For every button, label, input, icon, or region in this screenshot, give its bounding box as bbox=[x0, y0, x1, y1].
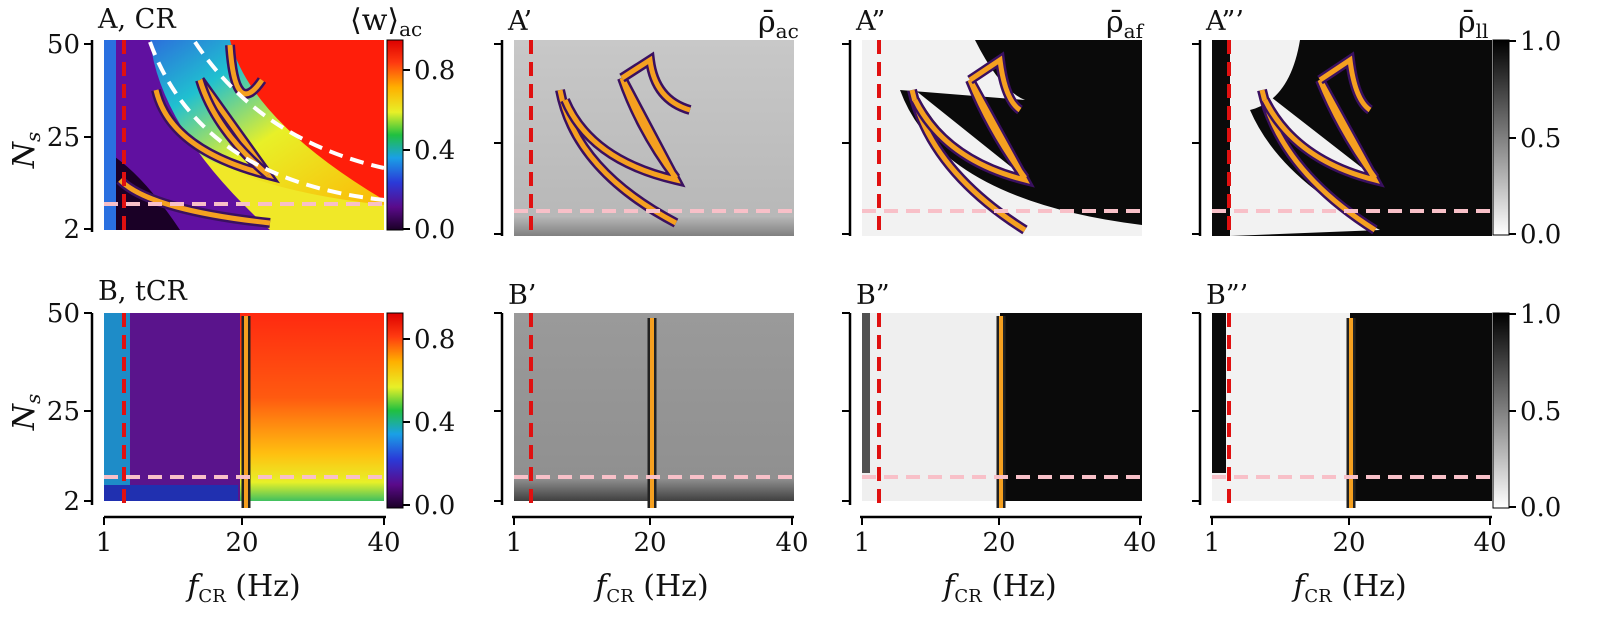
panel-a3-colorbar-bar bbox=[1492, 39, 1510, 236]
panel-b3-colorbar-bar bbox=[1492, 312, 1510, 509]
y-axis-title-b: Ns bbox=[7, 394, 45, 432]
panel-b3-xlabel-40: 40 bbox=[1473, 528, 1506, 558]
panel-a-label: A, CR bbox=[97, 4, 176, 35]
panel-b3-xlabel-1: 1 bbox=[1204, 528, 1221, 558]
panel-b-xlabel-1: 1 bbox=[96, 528, 113, 558]
panel-a2-dark-region bbox=[900, 40, 1142, 225]
cbar-a-label-00: 0.0 bbox=[414, 215, 455, 245]
axes-panel-a3 bbox=[1192, 40, 1202, 236]
panel-a2-label: A” bbox=[855, 6, 885, 37]
panel-a3-contour-2b bbox=[1262, 78, 1380, 184]
cbar-b3-label-00: 0.0 bbox=[1520, 493, 1561, 523]
panel-b-label: B, tCR bbox=[98, 276, 188, 307]
panel-b3-colorbar: 1.0 0.5 0.0 bbox=[1492, 300, 1561, 523]
cbar-b3-label-05: 0.5 bbox=[1520, 397, 1561, 427]
panel-a-ylabel-50: 50 bbox=[47, 30, 80, 60]
panel-a-colorbar: 0.8 0.4 0.0 bbox=[386, 39, 455, 245]
cbar-a3-label-00: 0.0 bbox=[1520, 220, 1561, 250]
panel-b1-xlabel-40: 40 bbox=[775, 528, 808, 558]
panel-b-colorbar-bar bbox=[386, 312, 404, 509]
panel-b-xlabel-20: 20 bbox=[225, 528, 258, 558]
panel-a-low-region bbox=[104, 40, 270, 230]
panel-b3-xlabel-20: 20 bbox=[1332, 528, 1365, 558]
panel-b-ylabel-25: 25 bbox=[47, 397, 80, 427]
panel-b2-dark-region bbox=[1000, 313, 1142, 501]
panel-b2-label: B” bbox=[856, 280, 890, 311]
cbar-title-rho-af: ρ̄af bbox=[1106, 5, 1145, 43]
cbar-a3-label-05: 0.5 bbox=[1520, 124, 1561, 154]
y-axis-title-a: Ns bbox=[7, 132, 45, 170]
panel-a3-label: A”’ bbox=[1205, 6, 1244, 37]
panel-b3-left-dark bbox=[1212, 313, 1226, 473]
panel-b2-xlabel-20: 20 bbox=[982, 528, 1015, 558]
panel-a-white-dashed-1 bbox=[148, 41, 385, 202]
panel-a2-contour-3b bbox=[968, 55, 1022, 113]
cbar-b-label-08: 0.8 bbox=[414, 325, 455, 355]
cbar-title-rho-ac: ρ̄ac bbox=[758, 5, 799, 43]
panel-a-ylabel-25: 25 bbox=[47, 123, 80, 153]
panel-a1-label: A’ bbox=[507, 6, 532, 37]
panel-a3-contour-3b bbox=[1318, 55, 1372, 113]
cbar-b3-label-10: 1.0 bbox=[1520, 300, 1561, 330]
axes-panel-a: 50 25 2 bbox=[47, 30, 94, 245]
x-axis-title-b3: fCR (Hz) bbox=[1291, 569, 1406, 607]
panel-b1-heatmap bbox=[514, 313, 794, 508]
panel-b2-xlabel-1: 1 bbox=[854, 528, 871, 558]
x-axis-title-b: fCR (Hz) bbox=[185, 569, 300, 607]
panel-a-heatmap bbox=[104, 40, 385, 236]
axes-panel-a2 bbox=[842, 40, 852, 236]
panel-a-ylabel-2: 2 bbox=[63, 215, 80, 245]
x-axis-title-b1: fCR (Hz) bbox=[593, 569, 708, 607]
panel-b-left-strip bbox=[104, 313, 130, 501]
panel-a-white-dashed-2 bbox=[193, 40, 385, 170]
panel-b3-heatmap bbox=[1212, 313, 1492, 508]
axes-panel-b1: 1 20 40 bbox=[494, 312, 809, 558]
panel-b-ylabel-2: 2 bbox=[63, 487, 80, 517]
panel-a-colorbar-bar bbox=[386, 39, 404, 231]
panel-b-heatmap bbox=[104, 313, 384, 508]
axes-panel-b: 50 25 2 1 20 40 bbox=[47, 299, 401, 558]
panel-b1-xlabel-1: 1 bbox=[506, 528, 523, 558]
panel-b3-dark-region bbox=[1350, 313, 1492, 501]
cbar-title-w: ⟨w⟩ac bbox=[350, 3, 422, 41]
panel-b1-xlabel-20: 20 bbox=[633, 528, 666, 558]
panel-a1-contour-3b bbox=[620, 55, 691, 113]
cbar-b-label-00: 0.0 bbox=[414, 491, 455, 521]
panel-a-left-strip bbox=[104, 40, 116, 230]
panel-b2-heatmap bbox=[862, 313, 1142, 508]
panel-a2-heatmap bbox=[862, 40, 1142, 236]
panel-b-bottom-band bbox=[104, 485, 238, 501]
panel-b1-label: B’ bbox=[508, 280, 536, 311]
panel-b2-xlabel-40: 40 bbox=[1123, 528, 1156, 558]
axes-panel-b2: 1 20 40 bbox=[842, 312, 1157, 558]
panel-a2-contour-2b bbox=[912, 78, 1030, 184]
cbar-a-label-04: 0.4 bbox=[414, 136, 455, 166]
panel-a3-heatmap bbox=[1212, 40, 1492, 236]
cbar-title-rho-ll: ρ̄ll bbox=[1458, 5, 1488, 43]
panel-a3-colorbar: 1.0 0.5 0.0 bbox=[1492, 27, 1561, 250]
cbar-b-label-04: 0.4 bbox=[414, 408, 455, 438]
axes-panel-b3: 1 20 40 bbox=[1192, 312, 1507, 558]
panel-a-orange-contour-4b bbox=[227, 44, 265, 97]
panel-b-xlabel-40: 40 bbox=[367, 528, 400, 558]
panel-b-right-region bbox=[238, 313, 384, 501]
axes-panel-a1 bbox=[494, 40, 504, 236]
panel-b-colorbar: 0.8 0.4 0.0 bbox=[386, 312, 455, 521]
panel-a3-light-region bbox=[1230, 40, 1380, 236]
panel-a1-contour-2b bbox=[562, 76, 681, 184]
panel-b3-label: B”’ bbox=[1206, 280, 1248, 311]
panel-b2-left-edge bbox=[862, 313, 870, 473]
cbar-a-label-08: 0.8 bbox=[414, 56, 455, 86]
x-axis-title-b2: fCR (Hz) bbox=[941, 569, 1056, 607]
panel-a1-heatmap bbox=[514, 40, 794, 236]
panel-b-ylabel-50: 50 bbox=[47, 299, 80, 329]
cbar-a3-label-10: 1.0 bbox=[1520, 27, 1561, 57]
